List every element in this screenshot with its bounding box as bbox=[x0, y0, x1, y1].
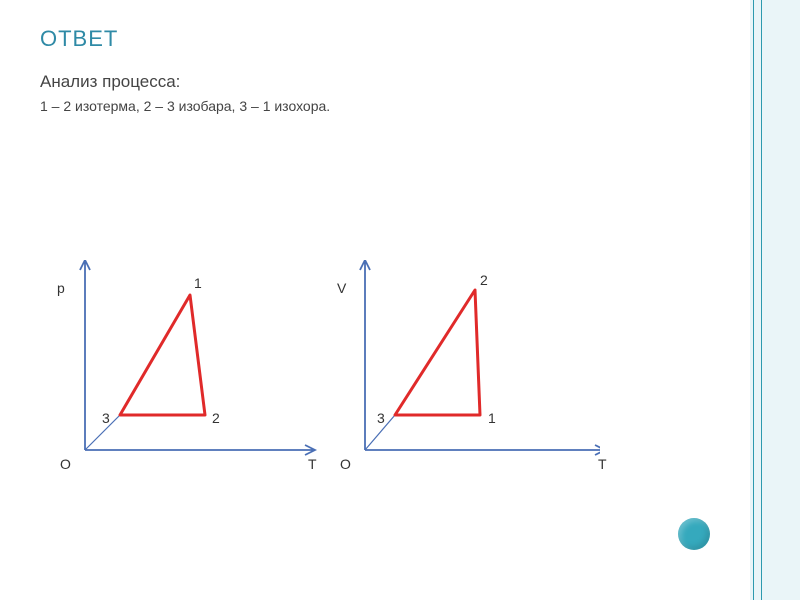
description: 1 – 2 изотерма, 2 – 3 изобара, 3 – 1 изо… bbox=[40, 98, 330, 114]
graph-VT-label-1: 1 bbox=[488, 410, 496, 426]
decor-line-2 bbox=[761, 0, 763, 600]
graph-pT-label-О: О bbox=[60, 456, 71, 472]
slide: ОТВЕТ Анализ процесса: 1 – 2 изотерма, 2… bbox=[0, 0, 800, 600]
graph-VT-label-2: 2 bbox=[480, 272, 488, 288]
graph-VT-svg bbox=[340, 260, 600, 480]
subtitle: Анализ процесса: bbox=[40, 72, 180, 92]
graph-pT-label-3: 3 bbox=[102, 410, 110, 426]
page-title: ОТВЕТ bbox=[40, 26, 118, 52]
graph-pT-label-T: T bbox=[308, 456, 317, 472]
graph-pT-label-1: 1 bbox=[194, 275, 202, 291]
graph-VT: VОT312 bbox=[340, 260, 600, 480]
graph-VT-label-О: О bbox=[340, 456, 351, 472]
decor-line-1 bbox=[753, 0, 755, 600]
graph-VT-label-T: T bbox=[598, 456, 607, 472]
graph-pT-label-p: p bbox=[57, 280, 65, 296]
graph-pT-svg bbox=[60, 260, 320, 480]
graph-VT-label-V: V bbox=[337, 280, 346, 296]
graph-VT-label-3: 3 bbox=[377, 410, 385, 426]
graph-pT: p О T 3 2 1 bbox=[60, 260, 320, 480]
decor-band bbox=[740, 0, 800, 600]
graph-pT-label-2: 2 bbox=[212, 410, 220, 426]
decor-dot bbox=[678, 518, 710, 550]
